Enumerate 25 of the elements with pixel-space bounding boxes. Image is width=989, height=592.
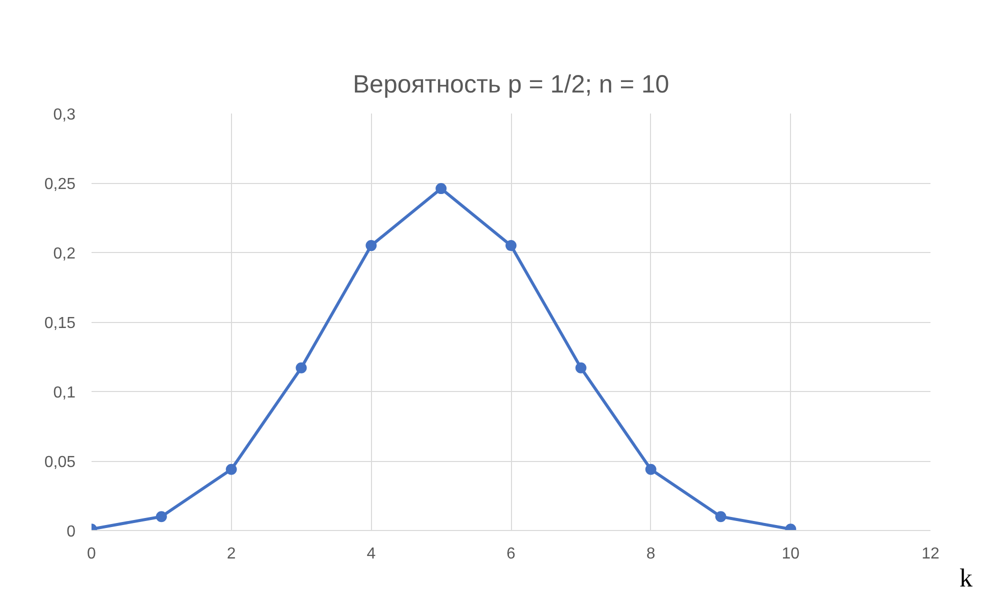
point bbox=[156, 511, 167, 522]
point bbox=[296, 362, 307, 374]
point bbox=[575, 362, 586, 374]
point bbox=[226, 464, 237, 475]
point bbox=[366, 240, 377, 252]
point bbox=[645, 464, 656, 475]
y-tick-label: 0,25 bbox=[44, 176, 76, 193]
y-tick-label: 0,3 bbox=[53, 106, 76, 124]
y-tick-label: 0,05 bbox=[44, 454, 76, 471]
y-tick-label: 0,1 bbox=[53, 384, 76, 402]
y-tick-label: 0 bbox=[66, 524, 76, 540]
y-tick-label: 0,15 bbox=[44, 315, 76, 332]
x-tick-label: 0 bbox=[87, 546, 96, 562]
chart-title: Вероятность p = 1/2; n = 10 bbox=[352, 70, 670, 98]
x-axis-title: k bbox=[960, 564, 972, 592]
x-tick-label: 10 bbox=[782, 546, 800, 562]
x-tick-label: 12 bbox=[922, 546, 940, 562]
y-tick-label: 0,2 bbox=[53, 246, 76, 262]
x-tick-label: 6 bbox=[506, 546, 516, 562]
x-tick-label: 8 bbox=[646, 546, 656, 562]
x-tick-label: 2 bbox=[226, 546, 236, 562]
point bbox=[506, 240, 516, 252]
x-tick-label: 4 bbox=[366, 546, 376, 562]
point bbox=[436, 183, 447, 194]
point bbox=[715, 511, 726, 522]
